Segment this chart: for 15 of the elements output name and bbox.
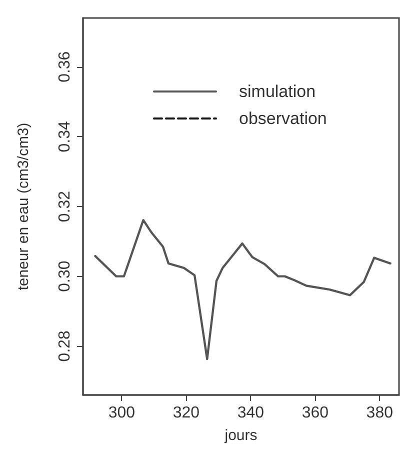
legend-label: simulation [239,82,316,101]
y-tick-label: 0.30 [56,260,74,292]
x-tick-label: 320 [172,404,200,422]
x-tick-label: 360 [302,404,329,422]
y-tick-label: 0.28 [56,330,74,362]
y-tick-label: 0.36 [56,51,74,82]
x-axis-title: jours [224,427,258,444]
line-series [94,219,392,360]
x-tick-label: 300 [108,404,136,422]
y-tick-label: 0.32 [56,190,74,222]
y-axis-title: teneur en eau (cm3/cm3) [15,122,32,290]
x-tick-label: 380 [366,404,394,422]
y-tick-label: 0.34 [56,121,74,152]
x-tick-label: 340 [237,404,264,422]
legend-label: observation [239,109,327,128]
